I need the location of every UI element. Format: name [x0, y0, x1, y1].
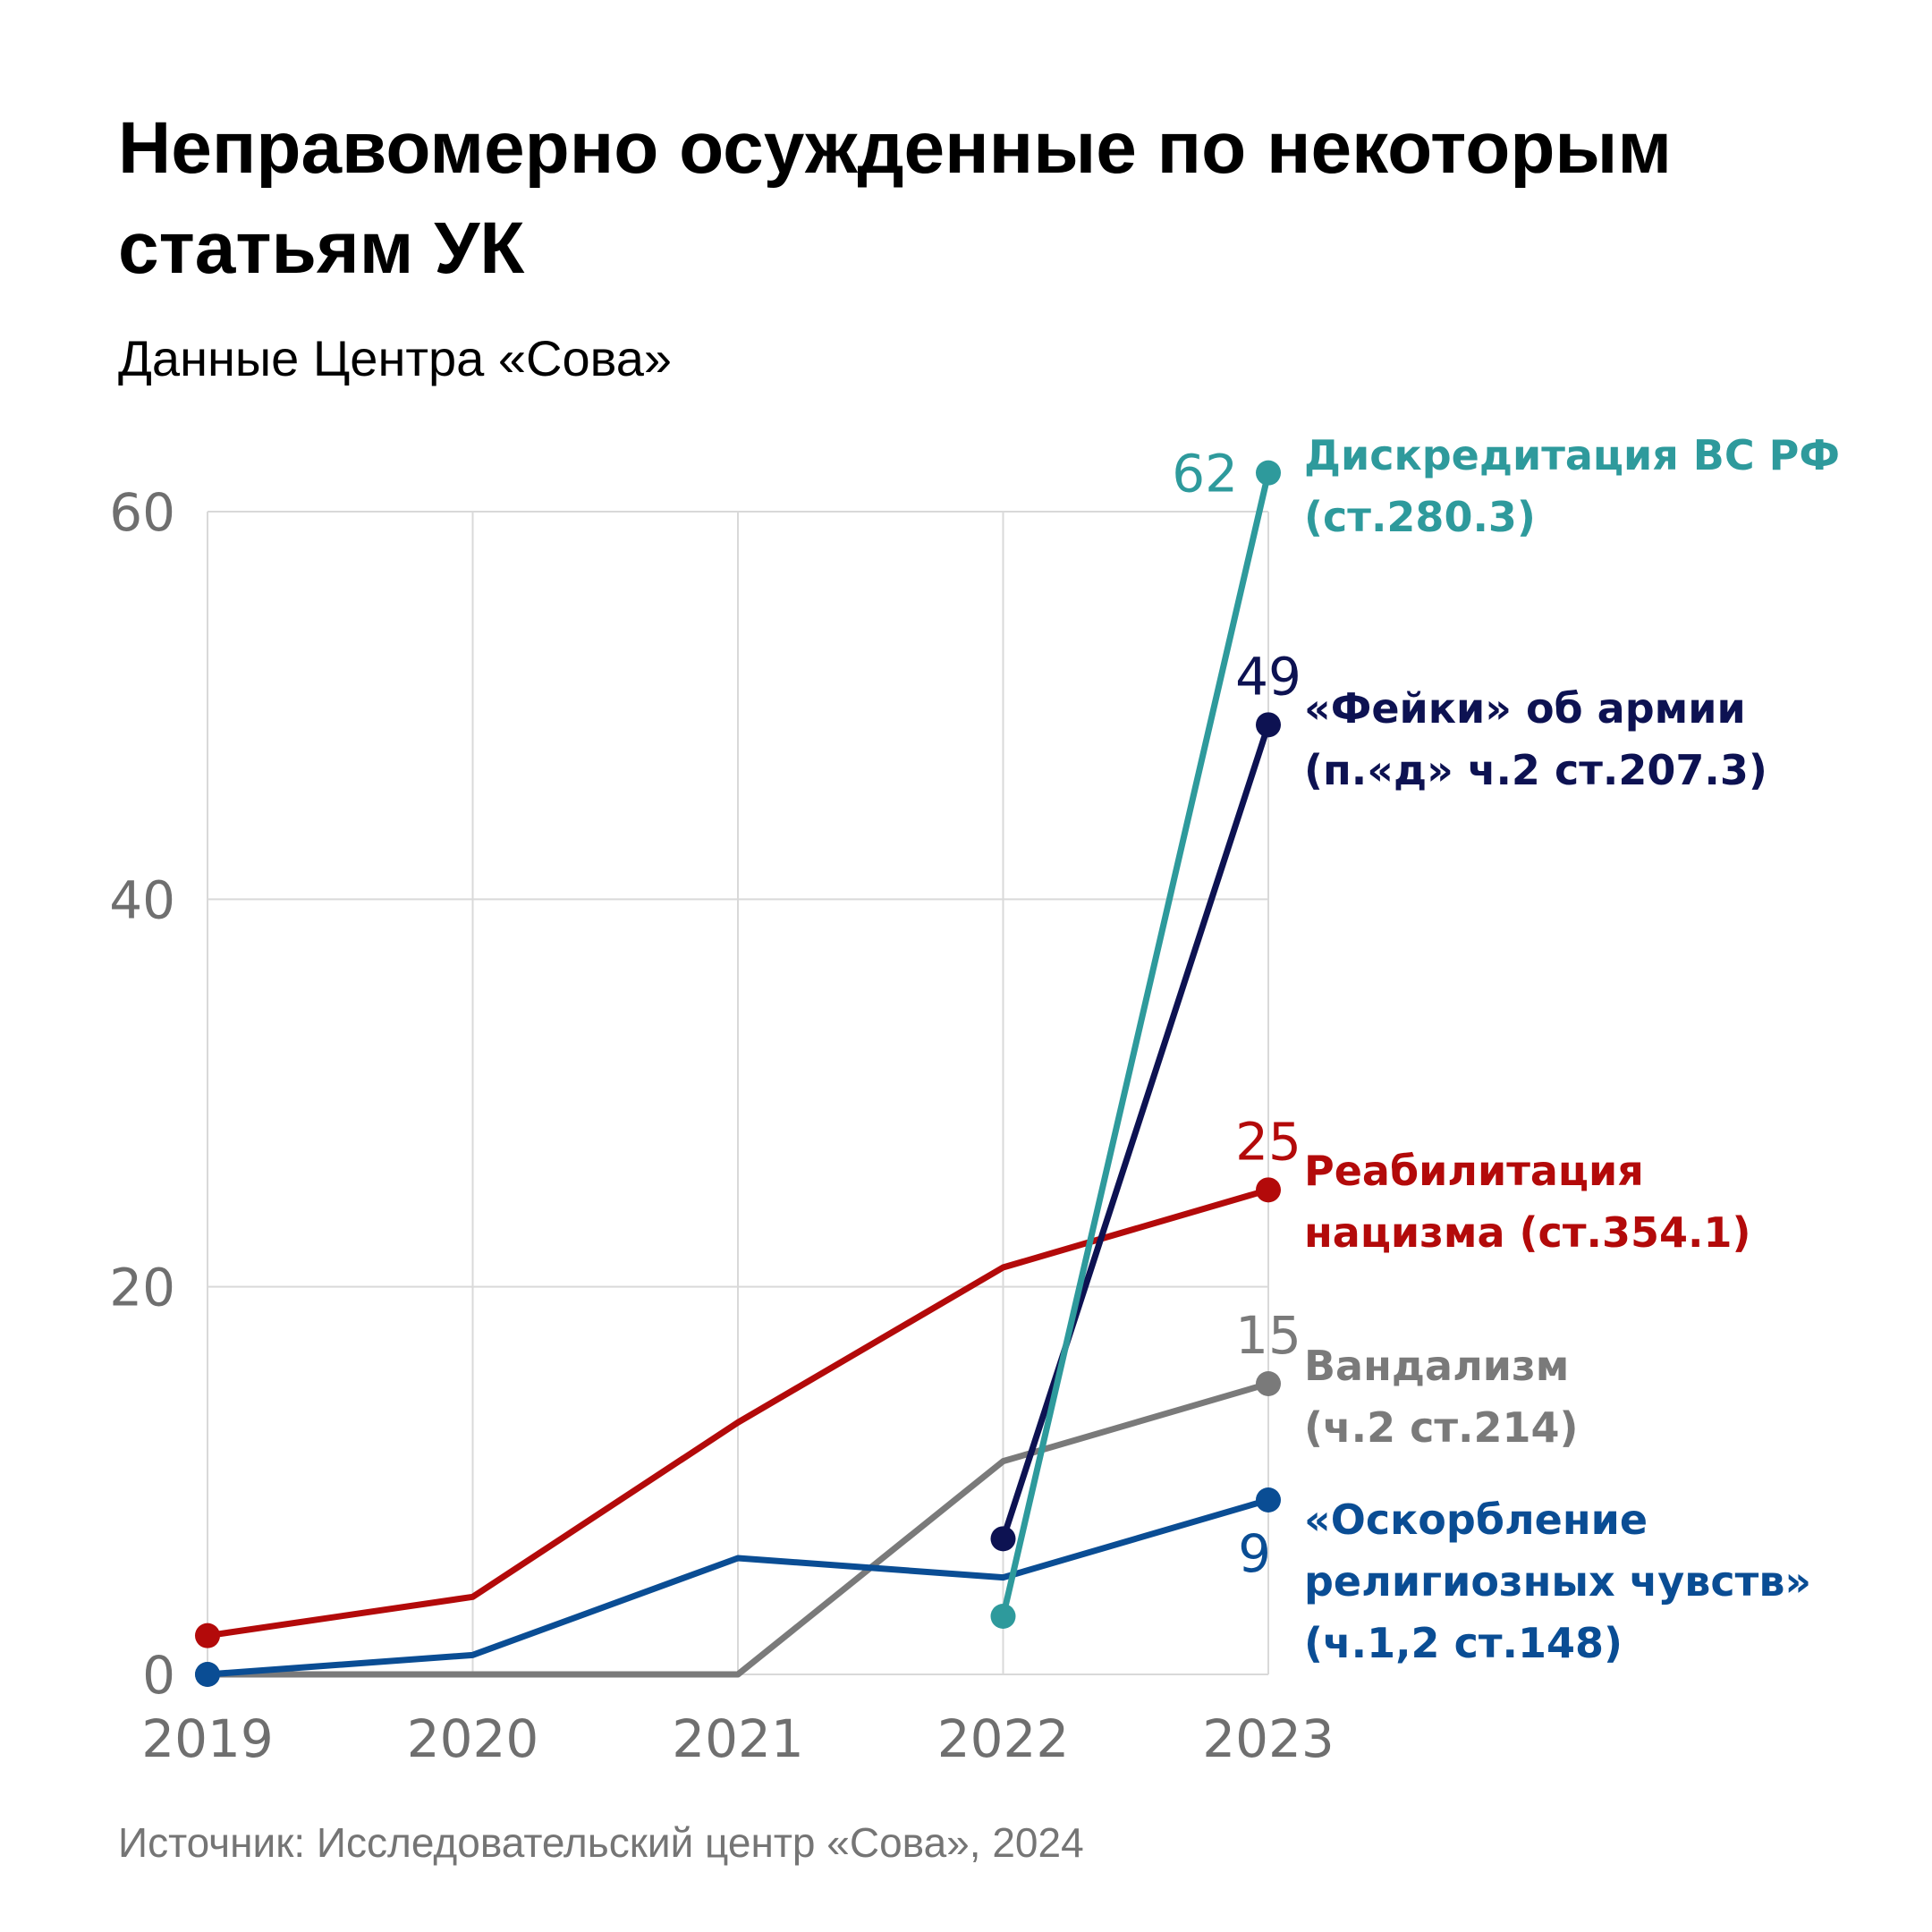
value-label-discredit: 62 [1172, 444, 1238, 504]
x-tick-label: 2019 [141, 1708, 274, 1769]
series-name-vandalism: Вандализм [1304, 1342, 1569, 1390]
series-name-nazism: Реабилитация [1304, 1147, 1644, 1195]
value-label-vandalism: 15 [1235, 1305, 1301, 1366]
series-line-vandalism [204, 1380, 1272, 1678]
start-marker-religion [195, 1662, 220, 1687]
series-name-discredit: (ст.280.3) [1304, 493, 1536, 541]
series-name-nazism: нацизма (ст.354.1) [1304, 1208, 1751, 1257]
series-religion [195, 1487, 1281, 1687]
end-marker-discredit [1256, 460, 1281, 486]
source-note: Источник: Исследовательский центр «Сова»… [118, 1819, 1084, 1866]
y-tick-label: 0 [142, 1645, 175, 1706]
series-labels: 15 Вандализм (ч.2 ст.214) 9 «Оскорбление рели… [1172, 431, 1840, 1667]
chart-subtitle: Данные Центра «Сова» [118, 330, 673, 386]
series-name-fakes: (п.«д» ч.2 ст.207.3) [1304, 746, 1767, 794]
series-name-religion: (ч.1,2 ст.148) [1304, 1619, 1623, 1667]
x-tick-label: 2023 [1202, 1708, 1335, 1769]
series-line-fakes [1000, 721, 1272, 1542]
series-name-religion: религиозных чувств» [1304, 1557, 1811, 1606]
x-tick-label: 2021 [672, 1708, 804, 1769]
value-label-fakes: 49 [1235, 646, 1301, 707]
end-marker-nazism [1256, 1177, 1281, 1203]
series-lines [195, 460, 1281, 1687]
series-discredit [990, 460, 1281, 1629]
series-name-religion: «Оскорбление [1304, 1496, 1648, 1544]
start-marker-nazism [195, 1623, 220, 1648]
x-tick-label: 2022 [937, 1708, 1070, 1769]
start-marker-discredit [990, 1604, 1016, 1629]
end-marker-religion [1256, 1487, 1281, 1513]
chart-title: Неправомерно осужденные по некоторым ста… [118, 107, 1673, 289]
end-marker-vandalism [1256, 1371, 1281, 1396]
end-marker-fakes [1256, 712, 1281, 738]
series-line-discredit [1000, 470, 1272, 1620]
grid-lines [207, 511, 1269, 1675]
x-tick-label: 2020 [407, 1708, 539, 1769]
y-tick-label: 40 [109, 869, 175, 930]
series-name-fakes: «Фейки» об армии [1304, 684, 1746, 733]
y-tick-label: 20 [109, 1258, 175, 1318]
value-label-religion: 9 [1238, 1523, 1271, 1584]
start-marker-fakes [990, 1526, 1016, 1552]
series-fakes [990, 712, 1281, 1552]
axis-ticks: 0 20 40 60 2019 2020 2021 2022 2023 [109, 482, 1335, 1769]
value-label-nazism: 25 [1235, 1111, 1301, 1172]
y-tick-label: 60 [109, 482, 175, 543]
series-line-religion [204, 1496, 1272, 1678]
series-name-vandalism: (ч.2 ст.214) [1304, 1403, 1579, 1452]
series-name-discredit: Дискредитация ВС РФ [1304, 431, 1840, 479]
